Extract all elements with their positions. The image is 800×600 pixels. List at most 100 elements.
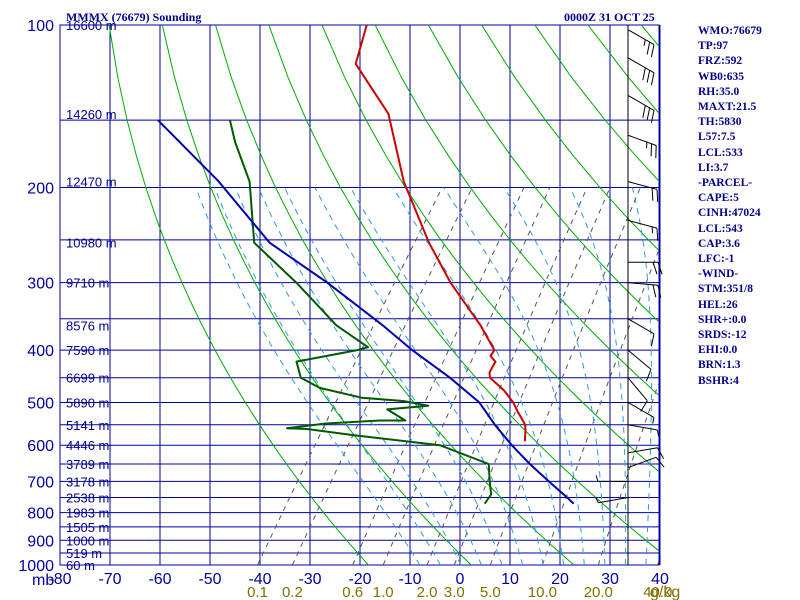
- dry-adiabat: [321, 25, 659, 473]
- temperature-tick-labels: -80 -70 -60 -50 -40 -30 -20 -10 0 10 20 30 40: [48, 571, 669, 588]
- index-line: CINH:47024: [698, 207, 761, 220]
- temperature-tick-label: -70: [98, 571, 121, 588]
- height-label: 1983 m: [66, 506, 109, 521]
- index-line: -PARCEL-: [698, 177, 753, 190]
- index-line: L57:7.5: [698, 131, 736, 144]
- wind-barb: [595, 475, 629, 482]
- dry-adiabats: [108, 25, 659, 565]
- temperature-tick-label: -40: [248, 571, 271, 588]
- index-line: EHI:0.0: [698, 344, 738, 357]
- mixing-ratio-tick-label: 3.0: [444, 584, 465, 600]
- dry-adiabat: [161, 25, 472, 565]
- moist-adiabat: [214, 187, 441, 565]
- wind-barb: [627, 181, 659, 203]
- moist-adiabat: [392, 187, 565, 565]
- mixing-ratio-line: [489, 187, 641, 565]
- mixing-ratio-tick-label: 1.0: [373, 584, 394, 600]
- dry-adiabat: [268, 25, 659, 552]
- mixing-ratio-tick-labels: 0.1 0.2 0.6 1.0 2.0 3.0 5.0 10.0 20.0 40.0: [247, 584, 672, 600]
- pressure-tick-label: 700: [27, 474, 54, 491]
- wind-barb: [627, 94, 655, 123]
- wind-barb: [627, 349, 652, 382]
- dry-adiabat: [215, 25, 575, 565]
- pressure-tick-label: 300: [27, 276, 54, 293]
- height-label: 4446 m: [66, 438, 109, 453]
- height-labels: 16600 m 14260 m 12470 m 10980 m 9710 m 8576 m…: [66, 18, 117, 573]
- moist-adiabats: [195, 187, 652, 565]
- height-label: 9710 m: [66, 276, 109, 291]
- index-line: BRN:1.3: [698, 359, 741, 372]
- height-label: 5141 m: [66, 418, 109, 433]
- temperature-tick-label: -30: [298, 571, 321, 588]
- index-line: LI:3.7: [698, 161, 729, 174]
- mixing-ratio-line: [291, 187, 473, 565]
- index-line: CAPE:5: [698, 192, 739, 205]
- mixing-ratio-unit-label: g/kg: [650, 584, 680, 600]
- dry-adiabat: [108, 25, 369, 565]
- mixing-ratio-tick-label: 20.0: [584, 584, 613, 600]
- mixing-ratio-tick-label: 0.1: [247, 584, 268, 600]
- height-label: 5890 m: [66, 395, 109, 410]
- height-label: 16600 m: [66, 18, 117, 33]
- temperature-line: [354, 25, 527, 442]
- height-label: 12470 m: [66, 175, 117, 190]
- height-label: 14260 m: [66, 107, 117, 122]
- dry-adiabat: [481, 25, 659, 252]
- index-line: -WIND-: [698, 268, 739, 281]
- moist-adiabat: [569, 187, 627, 565]
- temperature-tick-label: -10: [398, 571, 421, 588]
- pressure-tick-label: 800: [27, 506, 54, 523]
- moist-adiabat: [443, 187, 585, 565]
- wind-barb: [627, 261, 663, 275]
- dry-adiabat: [427, 25, 659, 323]
- moist-adiabat: [314, 187, 524, 565]
- pressure-tick-label: 500: [27, 395, 54, 412]
- parcel-line: [157, 119, 575, 505]
- index-line: RH:35.0: [698, 85, 740, 98]
- dry-adiabat: [374, 25, 659, 397]
- chart-grid: [59, 24, 661, 566]
- height-label: 60 m: [66, 558, 95, 573]
- mixing-ratio-tick-label: 0.2: [282, 584, 303, 600]
- wind-barb: [627, 447, 665, 460]
- pressure-unit-label: mb: [32, 572, 54, 589]
- height-label: 10980 m: [66, 236, 117, 251]
- index-line: STM:351/8: [698, 283, 753, 296]
- moist-adiabat: [284, 187, 503, 565]
- index-line: WB0:635: [698, 70, 744, 83]
- mixing-ratio-line: [541, 248, 659, 565]
- mixing-ratio-line: [453, 187, 611, 565]
- index-line: MAXT:21.5: [698, 101, 757, 114]
- temperature-tick-label: 20: [551, 571, 569, 588]
- pressure-tick-label: 100: [27, 18, 54, 35]
- moist-adiabat: [631, 187, 652, 565]
- temperature-tick-label: 40: [651, 571, 669, 588]
- wind-barb: [627, 282, 662, 298]
- index-line: SHR+:0.0: [698, 313, 747, 326]
- mixing-ratio-tick-label: 2.0: [417, 584, 438, 600]
- pressure-tick-label: 200: [27, 181, 54, 198]
- wind-barbs: [594, 25, 665, 565]
- mixing-ratio-line: [352, 187, 525, 565]
- wind-barb: [627, 134, 657, 159]
- height-label: 1000 m: [66, 533, 109, 548]
- moist-adiabat: [257, 187, 482, 565]
- height-label: 6699 m: [66, 371, 109, 386]
- index-line: HEL:26: [698, 298, 738, 311]
- height-label: 7590 m: [66, 343, 109, 358]
- wind-barb: [627, 219, 659, 241]
- mixing-ratio-tick-label: 10.0: [528, 584, 557, 600]
- index-line: LCL:543: [698, 222, 743, 235]
- pressure-tick-label: 1000: [18, 558, 54, 575]
- index-line: TH:5830: [698, 116, 742, 129]
- index-line: SRDS:-12: [698, 329, 747, 342]
- temperature-tick-label: 10: [501, 571, 519, 588]
- temperature-tick-label: -80: [48, 571, 71, 588]
- index-line: LFC:-1: [698, 253, 735, 266]
- moist-adiabat: [195, 187, 421, 565]
- pressure-tick-label: 900: [27, 533, 54, 550]
- index-line: CAP:3.6: [698, 237, 740, 250]
- chart-datetime: 0000Z 31 OCT 25: [564, 10, 655, 24]
- temperature-tick-label: 30: [601, 571, 619, 588]
